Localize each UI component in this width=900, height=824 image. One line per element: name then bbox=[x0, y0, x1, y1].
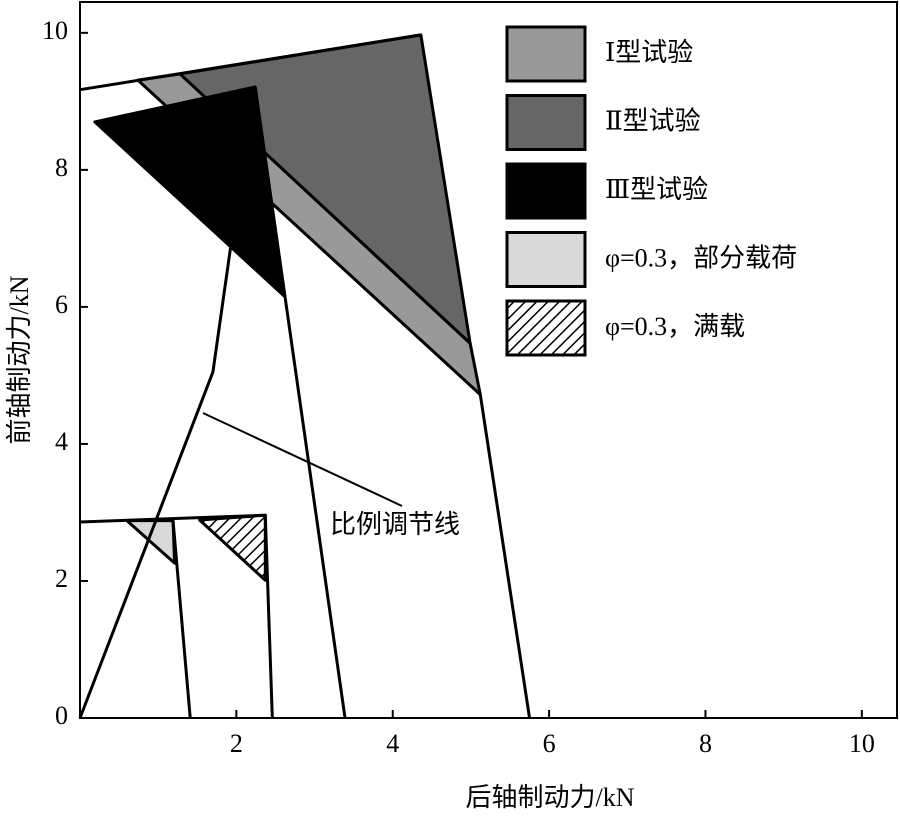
plot-frame bbox=[79, 1, 898, 719]
y-tick-label: 6 bbox=[55, 290, 68, 319]
x-tick-label: 8 bbox=[699, 729, 712, 758]
legend-label: Ⅱ型试验 bbox=[605, 106, 701, 135]
x-tick-label: 2 bbox=[230, 729, 243, 758]
legend-swatch bbox=[505, 162, 587, 220]
y-tick-label: 0 bbox=[55, 701, 68, 730]
legend-label: φ=0.3，部分载荷 bbox=[605, 243, 797, 272]
y-tick-label: 4 bbox=[55, 427, 68, 456]
boundary-line bbox=[171, 520, 192, 719]
legend-label: Ⅰ型试验 bbox=[605, 38, 693, 67]
region bbox=[198, 513, 267, 582]
y-tick-label: 10 bbox=[42, 16, 68, 45]
annotation-leader bbox=[202, 412, 403, 507]
x-tick-label: 4 bbox=[386, 729, 399, 758]
x-tick-label: 10 bbox=[849, 729, 875, 758]
annotation: 比例调节线 bbox=[330, 510, 460, 539]
y-tick-label: 2 bbox=[55, 564, 68, 593]
legend-swatch bbox=[505, 94, 587, 151]
legend-swatch bbox=[505, 231, 587, 288]
region bbox=[125, 519, 177, 565]
legend-swatch bbox=[505, 299, 587, 357]
y-axis-label: 前轴制动力/kN bbox=[5, 275, 34, 444]
x-axis-label: 后轴制动力/kN bbox=[465, 783, 634, 812]
boundary-line bbox=[79, 513, 266, 524]
legend-label: Ⅲ型试验 bbox=[605, 175, 708, 204]
legend-label: φ=0.3，满载 bbox=[605, 312, 745, 341]
boundary-line bbox=[478, 394, 532, 719]
y-tick-label: 8 bbox=[55, 153, 68, 182]
legend-swatch bbox=[505, 25, 587, 83]
region bbox=[93, 85, 287, 299]
x-tick-label: 6 bbox=[543, 729, 556, 758]
boundary-line bbox=[79, 33, 422, 92]
boundary-line bbox=[253, 86, 347, 719]
boundary-line bbox=[263, 515, 274, 719]
boundary-line bbox=[78, 239, 234, 719]
